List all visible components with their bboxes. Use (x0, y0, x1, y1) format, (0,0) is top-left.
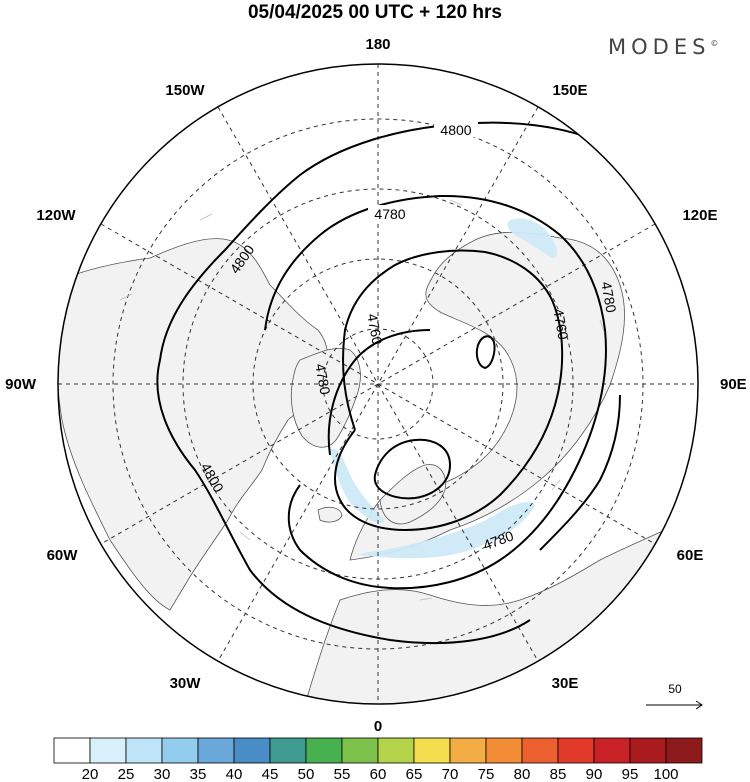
land-eurasia (349, 231, 625, 561)
colorbar-swatch (629, 737, 667, 764)
contour-label-bg (368, 205, 412, 221)
colorbar-swatch (377, 737, 415, 764)
lon-label-120e: 120E (682, 207, 717, 224)
colorbar-swatch (485, 737, 523, 764)
meridian-60 (100, 223, 656, 545)
wind-vector (419, 597, 433, 601)
contour-label-4780-east: 4780 (598, 280, 619, 314)
wind-vector (119, 293, 133, 301)
wind-shade-north-atlantic (330, 448, 385, 524)
colorbar-tick-label: 90 (586, 766, 603, 782)
colorbar-tick-label: 30 (154, 766, 171, 782)
colorbar-swatch (125, 737, 163, 764)
contour-label-4760-west: 4760 (364, 312, 385, 346)
lon-label-180: 180 (365, 36, 390, 53)
colorbar-tick-label: 85 (550, 766, 567, 782)
colorbar-tick-label: 75 (478, 766, 495, 782)
colorbar-swatch (233, 737, 271, 764)
contour-label-bg (434, 121, 478, 137)
colorbar-swatch (593, 737, 631, 764)
map-title: 05/04/2025 00 UTC + 120 hrs (247, 2, 503, 23)
brand-copyright: © (710, 39, 719, 48)
lon-label-120w: 120W (36, 207, 76, 224)
colorbar-tick-label: 70 (442, 766, 459, 782)
contour-label-4800-north: 4800 (440, 122, 471, 138)
lon-label-60e: 60E (677, 547, 704, 564)
wind-vector (239, 531, 251, 541)
lon-label-150e: 150E (552, 82, 587, 99)
colorbar-tick-label: 60 (370, 766, 387, 782)
colorbar-tick-label: 45 (262, 766, 279, 782)
brand-name: MODES (608, 35, 711, 59)
colorbar: 20 25 30 35 40 45 50 55 60 65 70 75 80 85 90 95 100 (53, 737, 703, 782)
contour-label-4780-north: 4780 (374, 206, 405, 222)
colorbar-swatch (269, 737, 307, 764)
colorbar-tick-label: 65 (406, 766, 423, 782)
colorbar-tick-label: 80 (514, 766, 531, 782)
colorbar-swatch (89, 737, 127, 764)
contour-4760 (334, 249, 564, 532)
contour-label-4780-west: 4780 (312, 362, 333, 396)
modes-logo: MODES© (608, 35, 718, 59)
lon-label-30e: 30E (552, 675, 579, 692)
colorbar-swatch (557, 737, 595, 764)
wind-vector (199, 213, 213, 221)
colorbar-tick-label: 25 (118, 766, 135, 782)
colorbar-tick-label: 95 (622, 766, 639, 782)
contour-label-4760-east: 4760 (550, 307, 571, 341)
lon-label-30w: 30W (170, 675, 202, 692)
colorbar-swatch (449, 737, 487, 764)
colorbar-swatch (665, 737, 703, 764)
colorbar-swatch (521, 737, 559, 764)
meridian-120 (100, 223, 656, 545)
lon-label-90w: 90W (5, 376, 37, 393)
lon-label-150w: 150W (165, 82, 205, 99)
wind-vector (599, 319, 605, 333)
colorbar-tick-label: 50 (298, 766, 315, 782)
lon-label-60w: 60W (47, 547, 79, 564)
colorbar-tick-label: 55 (334, 766, 351, 782)
land-iceland (317, 506, 343, 523)
contour-4780-inner (327, 329, 431, 456)
contour-low-centre (373, 438, 452, 500)
lon-label-0: 0 (374, 718, 382, 735)
reference-vector-arrow (646, 700, 703, 710)
colorbar-swatch (53, 737, 91, 764)
map-boundary (57, 63, 699, 705)
reference-vector-label: 50 (668, 682, 682, 696)
wind-vector (551, 479, 561, 491)
colorbar-swatch (413, 737, 451, 764)
contour-high-cell (475, 335, 496, 370)
colorbar-swatch (197, 737, 235, 764)
colorbar-swatch (305, 737, 343, 764)
colorbar-swatch (161, 737, 199, 764)
colorbar-tick-label: 40 (226, 766, 243, 782)
contour-4800-ne (539, 394, 621, 551)
lon-label-90e: 90E (720, 376, 747, 393)
land-north-america (58, 238, 328, 611)
land-scandinavia (379, 464, 447, 525)
colorbar-tick-label: 35 (190, 766, 207, 782)
colorbar-tick-label: 100 (653, 766, 678, 782)
wind-vector (449, 199, 463, 206)
colorbar-tick-label: 20 (82, 766, 99, 782)
meridian-30 (217, 106, 539, 662)
wind-shade-siberia (507, 218, 558, 258)
colorbar-swatch (341, 737, 379, 764)
